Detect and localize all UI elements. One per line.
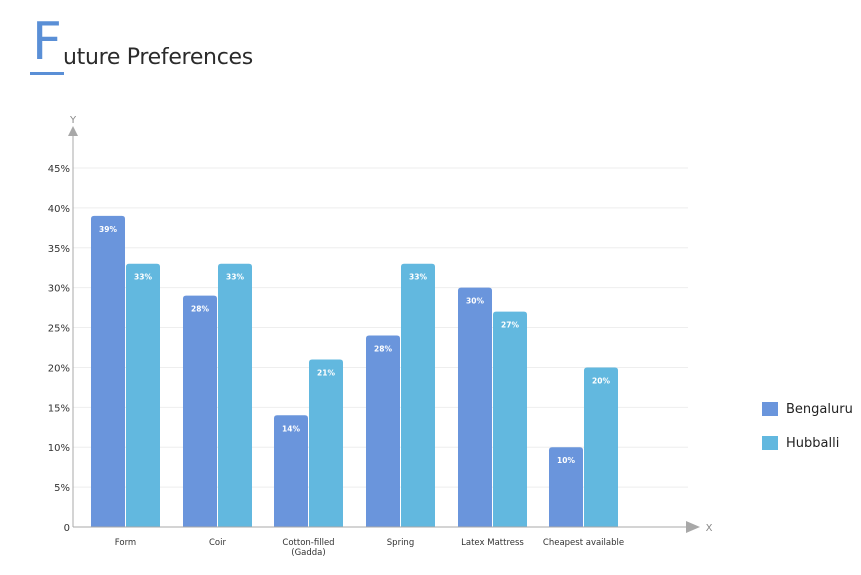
- x-tick-label: (Gadda): [291, 548, 325, 558]
- bar-bengaluru: [458, 287, 492, 527]
- y-tick-label: 30%: [48, 284, 70, 295]
- data-label: 28%: [191, 305, 209, 314]
- y-axis-arrow-icon: [68, 126, 78, 136]
- legend-label-hubballi: Hubballi: [786, 435, 840, 451]
- data-label: 20%: [592, 376, 610, 385]
- data-label: 27%: [501, 321, 519, 330]
- x-tick-label: Latex Mattress: [461, 538, 524, 548]
- legend-item-hubballi: Hubballi: [762, 432, 853, 454]
- data-label: 28%: [374, 345, 392, 354]
- x-axis-arrow-icon: [686, 521, 700, 533]
- legend-swatch-bengaluru: [762, 402, 778, 416]
- y-tick-label: 20%: [48, 363, 70, 374]
- page-title: F uture Preferences: [30, 16, 290, 78]
- data-label: 14%: [282, 424, 300, 433]
- y-tick-label: 25%: [48, 324, 70, 335]
- y-tick-label: 5%: [54, 483, 70, 494]
- y-tick-label: 40%: [48, 204, 70, 215]
- bar-bengaluru: [366, 335, 400, 527]
- data-label: 30%: [466, 297, 484, 306]
- legend: Bengaluru Hubballi: [762, 398, 853, 466]
- data-label: 33%: [134, 273, 152, 282]
- bar-hubballi: [493, 311, 527, 527]
- data-label: 21%: [317, 368, 335, 377]
- bar-hubballi: [401, 263, 435, 527]
- x-tick-label: Cheapest available: [543, 538, 624, 548]
- data-label: 33%: [409, 273, 427, 282]
- legend-item-bengaluru: Bengaluru: [762, 398, 853, 420]
- bar-hubballi: [218, 263, 252, 527]
- data-label: 10%: [557, 456, 575, 465]
- legend-swatch-hubballi: [762, 436, 778, 450]
- y-tick-label: 10%: [48, 443, 70, 454]
- x-tick-label: Cotton-filled: [282, 538, 334, 548]
- y-tick-label: 15%: [48, 403, 70, 414]
- y-tick-label: 0: [64, 523, 70, 534]
- title-text: uture Preferences: [63, 45, 253, 70]
- bar-bengaluru: [274, 415, 308, 527]
- y-tick-label: 35%: [48, 244, 70, 255]
- x-axis-label: X: [706, 523, 713, 534]
- bar-hubballi: [584, 367, 618, 527]
- x-tick-label: Form: [115, 538, 136, 548]
- data-label: 33%: [226, 273, 244, 282]
- data-label: 39%: [99, 225, 117, 234]
- y-axis-label: Y: [69, 115, 77, 126]
- legend-label-bengaluru: Bengaluru: [786, 401, 853, 417]
- bar-bengaluru: [549, 447, 583, 527]
- bar-bengaluru: [91, 215, 125, 527]
- bar-bengaluru: [183, 295, 217, 527]
- title-initial-letter: F: [32, 12, 62, 72]
- x-tick-label: Spring: [387, 538, 414, 548]
- bar-hubballi: [309, 359, 343, 527]
- y-tick-label: 45%: [48, 164, 70, 175]
- x-tick-label: Coir: [209, 538, 226, 548]
- bar-hubballi: [126, 263, 160, 527]
- title-underline: [30, 72, 64, 75]
